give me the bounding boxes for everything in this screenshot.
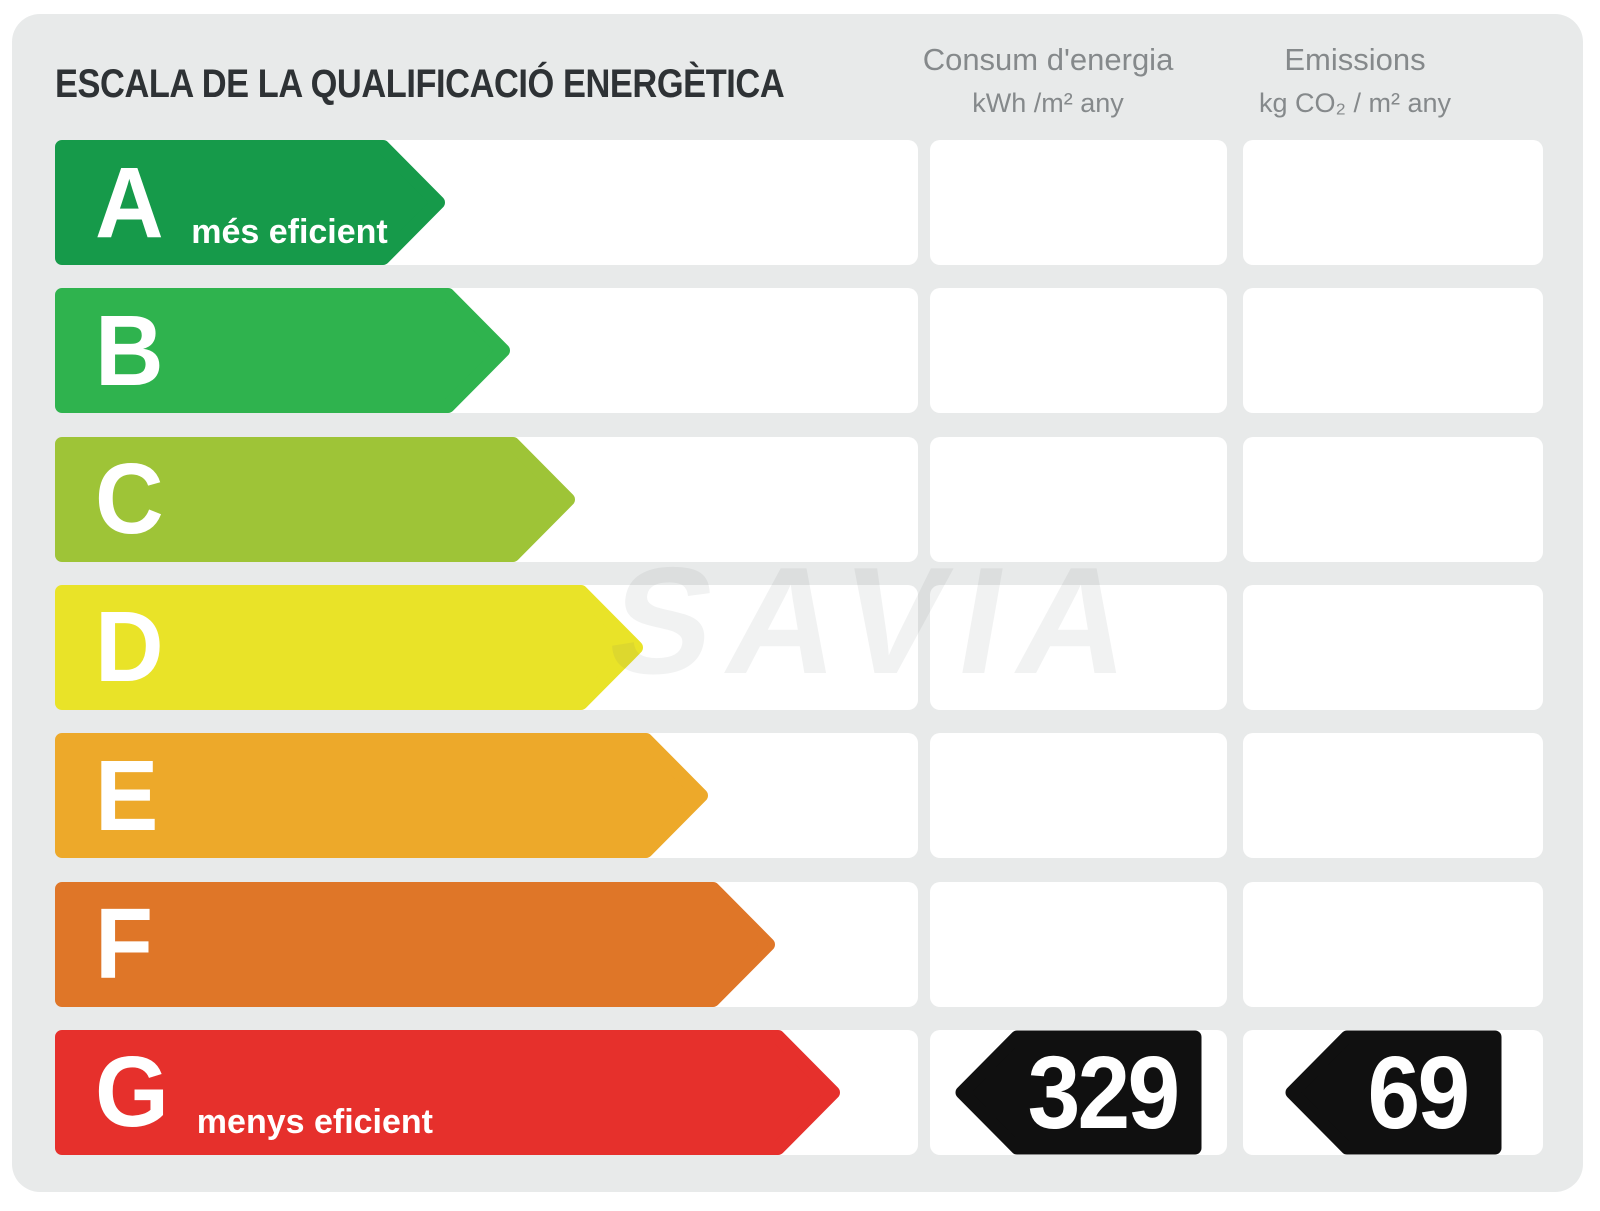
rating-row-D: D: [55, 584, 1555, 710]
rating-scale-rows: A més eficient B C: [55, 140, 1555, 1160]
consumption-header-title: Consum d'energia: [922, 42, 1174, 77]
column-header-emissions: Emissions kg CO₂ / m² any: [1205, 42, 1505, 119]
bar-content: G menys eficient: [95, 1030, 433, 1155]
rating-arrow-shape: [55, 288, 510, 414]
consumption-badge: 329: [955, 1030, 1202, 1155]
bar-content: A més eficient: [95, 140, 388, 265]
consumption-value: 329: [1027, 1034, 1181, 1150]
energy-certificate-panel: ESCALA DE LA QUALIFICACIÓ ENERGÈTICA Con…: [12, 14, 1583, 1192]
grade-letter: G: [95, 1036, 169, 1149]
emissions-cell: [1243, 881, 1543, 1007]
consumption-cell: [930, 584, 1227, 710]
emissions-cell: [1243, 733, 1543, 859]
rating-row-B: B: [55, 288, 1555, 414]
emissions-cell: [1243, 288, 1543, 414]
bar-content: D: [95, 585, 167, 710]
efficiency-label: menys eficient: [196, 1102, 434, 1141]
rating-arrow-shape: [55, 584, 643, 710]
consumption-cell: [930, 288, 1227, 414]
consumption-cell: [930, 881, 1227, 1007]
rating-row-C: C: [55, 436, 1555, 562]
rating-row-A: A més eficient: [55, 140, 1555, 265]
grade-letter: E: [95, 739, 159, 852]
bar-content: B: [95, 288, 167, 413]
rating-arrow-shape: [55, 436, 575, 562]
grade-letter: A: [95, 146, 164, 259]
bar-content: C: [95, 437, 167, 562]
rating-row-F: F: [55, 881, 1555, 1007]
bar-content: E: [95, 733, 162, 858]
rating-arrow: [55, 140, 445, 265]
emissions-cell: [1243, 436, 1543, 562]
column-header-consumption: Consum d'energia kWh /m² any: [898, 42, 1198, 119]
rating-arrow: [55, 881, 775, 1007]
rating-arrow-shape: [55, 140, 445, 265]
emissions-cell: [1243, 140, 1543, 265]
rating-arrow: [55, 584, 643, 710]
grade-letter: F: [95, 888, 154, 1001]
rating-arrow: [55, 288, 510, 414]
rating-row-G: 329 69 G menys eficient: [55, 1029, 1555, 1155]
rating-arrow: [55, 1029, 840, 1155]
rating-arrow-shape: [55, 881, 775, 1007]
emissions-cell: 69: [1243, 1029, 1543, 1155]
emissions-badge: 69: [1285, 1030, 1502, 1155]
emissions-value: 69: [1367, 1034, 1470, 1150]
badge-arrow-icon: [1285, 1030, 1501, 1155]
consumption-cell: [930, 733, 1227, 859]
rating-arrow: [55, 733, 708, 859]
emissions-header-units: kg CO₂ / m² any: [1258, 87, 1452, 118]
badge-arrow-icon: [955, 1030, 1202, 1155]
rating-arrow-shape: [55, 733, 708, 859]
grade-letter: B: [95, 294, 164, 407]
grade-letter: D: [95, 591, 164, 704]
grade-letter: C: [95, 443, 164, 556]
page-title: ESCALA DE LA QUALIFICACIÓ ENERGÈTICA: [55, 62, 785, 106]
consumption-cell: [930, 436, 1227, 562]
rating-arrow-shape: [55, 1029, 840, 1155]
consumption-header-units: kWh /m² any: [972, 87, 1124, 118]
consumption-cell: [930, 140, 1227, 265]
rating-row-E: E: [55, 733, 1555, 859]
emissions-header-title: Emissions: [1284, 42, 1426, 77]
emissions-cell: [1243, 584, 1543, 710]
consumption-cell: 329: [930, 1029, 1227, 1155]
rating-arrow: [55, 436, 575, 562]
efficiency-label: més eficient: [191, 213, 388, 251]
bar-content: F: [95, 882, 156, 1007]
